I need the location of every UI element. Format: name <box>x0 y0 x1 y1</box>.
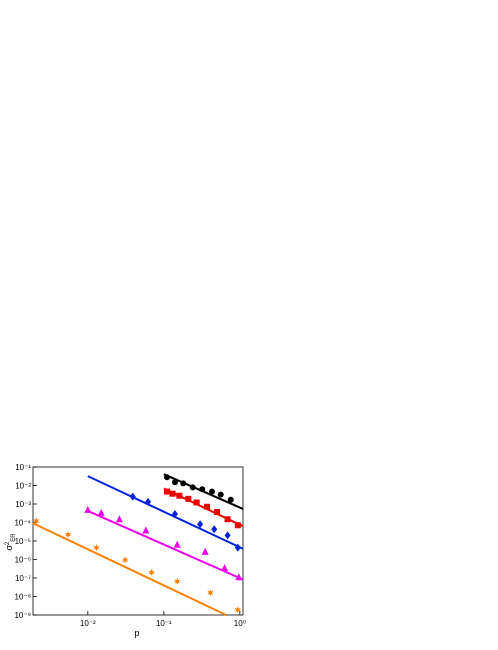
point <box>208 488 215 495</box>
y-tick-label: 10⁻³ <box>15 500 31 509</box>
point <box>227 496 234 503</box>
y-axis-label: σ2ER <box>4 533 17 551</box>
x-tick-label: 10⁻² <box>80 619 96 628</box>
point <box>234 522 241 529</box>
fit-line <box>87 510 244 581</box>
point <box>207 589 214 597</box>
point <box>221 564 229 572</box>
y-tick-label: 10⁻⁵ <box>15 537 31 546</box>
fit-line <box>32 522 227 616</box>
point <box>217 491 224 498</box>
point <box>97 508 105 516</box>
point <box>185 495 192 502</box>
y-tick-label: 10⁻⁸ <box>15 593 32 602</box>
y-tick-label: 10⁻¹ <box>15 463 31 472</box>
point <box>115 515 123 523</box>
point <box>201 547 209 555</box>
point <box>234 606 241 614</box>
point <box>193 499 200 506</box>
point <box>33 517 40 525</box>
point <box>224 531 231 540</box>
point <box>142 526 150 534</box>
y-tick-label: 10⁻⁷ <box>15 574 31 583</box>
y-tick-label: 10⁻² <box>15 482 31 491</box>
point <box>163 488 170 495</box>
point <box>213 508 220 515</box>
point <box>122 556 129 564</box>
point <box>204 503 211 510</box>
y-label-sup: 2 <box>5 541 11 545</box>
y-tick-label: 10⁻⁴ <box>14 519 31 528</box>
fit-line <box>163 487 244 528</box>
x-axis-label: p <box>134 628 139 638</box>
point <box>148 568 155 577</box>
x-tick-label: 10⁰ <box>234 619 246 628</box>
y-tick-label: 10⁻⁹ <box>14 611 31 620</box>
point <box>173 540 181 548</box>
point <box>64 531 72 539</box>
y-label-sub: ER <box>11 533 17 542</box>
y-label-base: σ <box>4 545 14 551</box>
y-tick-label: 10⁻⁶ <box>15 556 31 565</box>
fit-line <box>87 475 244 550</box>
point <box>197 520 204 529</box>
point <box>211 525 218 534</box>
x-tick-label: 10⁻¹ <box>156 619 172 628</box>
point <box>174 577 181 586</box>
fit-line <box>163 473 244 510</box>
point <box>93 543 100 552</box>
